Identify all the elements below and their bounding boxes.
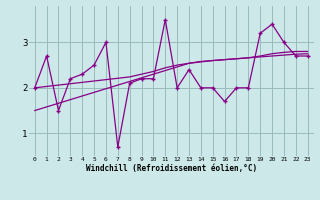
X-axis label: Windchill (Refroidissement éolien,°C): Windchill (Refroidissement éolien,°C) [86,164,257,173]
